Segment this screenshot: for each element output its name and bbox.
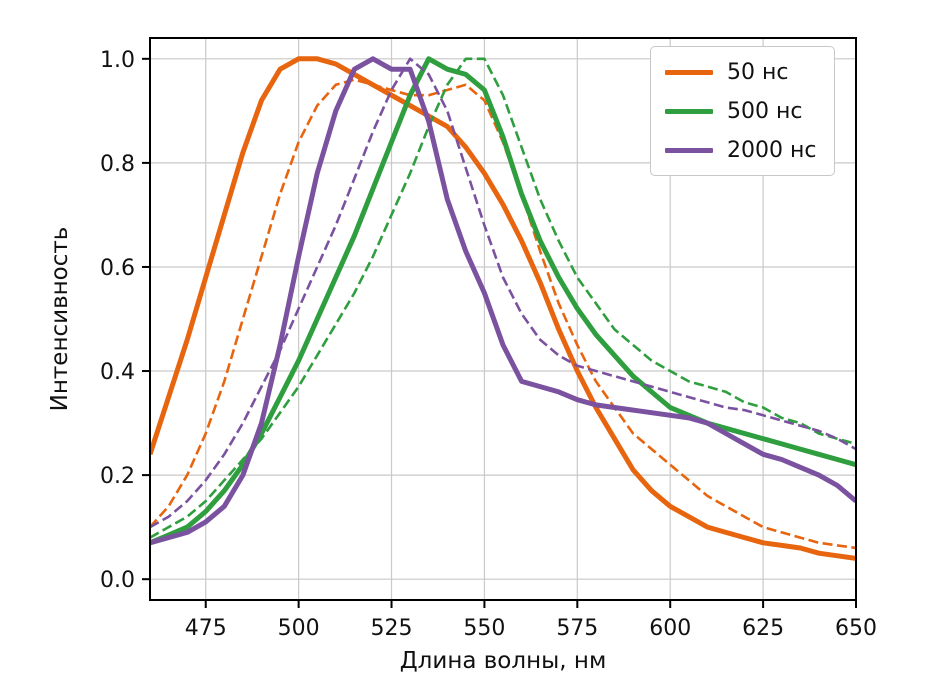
legend-line-sample xyxy=(665,69,713,75)
x-tick-label: 625 xyxy=(742,616,784,641)
x-tick-label: 525 xyxy=(371,616,413,641)
series-line xyxy=(150,57,856,539)
series-line xyxy=(150,57,856,529)
series-line xyxy=(150,56,856,546)
y-axis-label: Интенсивность xyxy=(47,226,73,412)
series-line xyxy=(150,56,856,546)
x-tick-label: 575 xyxy=(556,616,598,641)
x-tick-label: 500 xyxy=(278,616,320,641)
legend-label: 50 нс xyxy=(727,59,789,85)
x-tick-label: 550 xyxy=(463,616,505,641)
legend-item-0: 50 нс xyxy=(665,57,816,87)
y-tick-label: 1.0 xyxy=(100,48,135,73)
legend-item-2: 2000 нс xyxy=(665,135,816,165)
series-line xyxy=(150,56,856,561)
legend-label: 2000 нс xyxy=(727,137,817,163)
legend-line-sample xyxy=(665,147,713,153)
x-tick-label: 600 xyxy=(649,616,691,641)
legend: 50 нс 500 нс 2000 нс xyxy=(650,46,836,176)
y-tick-label: 0.6 xyxy=(100,256,135,281)
plot-border xyxy=(149,37,857,601)
y-tick-label: 0.0 xyxy=(100,568,135,593)
x-tick-label: 650 xyxy=(835,616,877,641)
legend-item-1: 500 нс xyxy=(665,96,816,126)
x-tick-label: 475 xyxy=(185,616,227,641)
y-tick-label: 0.2 xyxy=(100,464,135,489)
legend-label: 500 нс xyxy=(727,98,803,124)
y-tick-label: 0.8 xyxy=(100,152,135,177)
y-tick-label: 0.4 xyxy=(100,360,135,385)
x-axis-label: Длина волны, нм xyxy=(399,648,607,674)
legend-line-sample xyxy=(665,108,713,114)
